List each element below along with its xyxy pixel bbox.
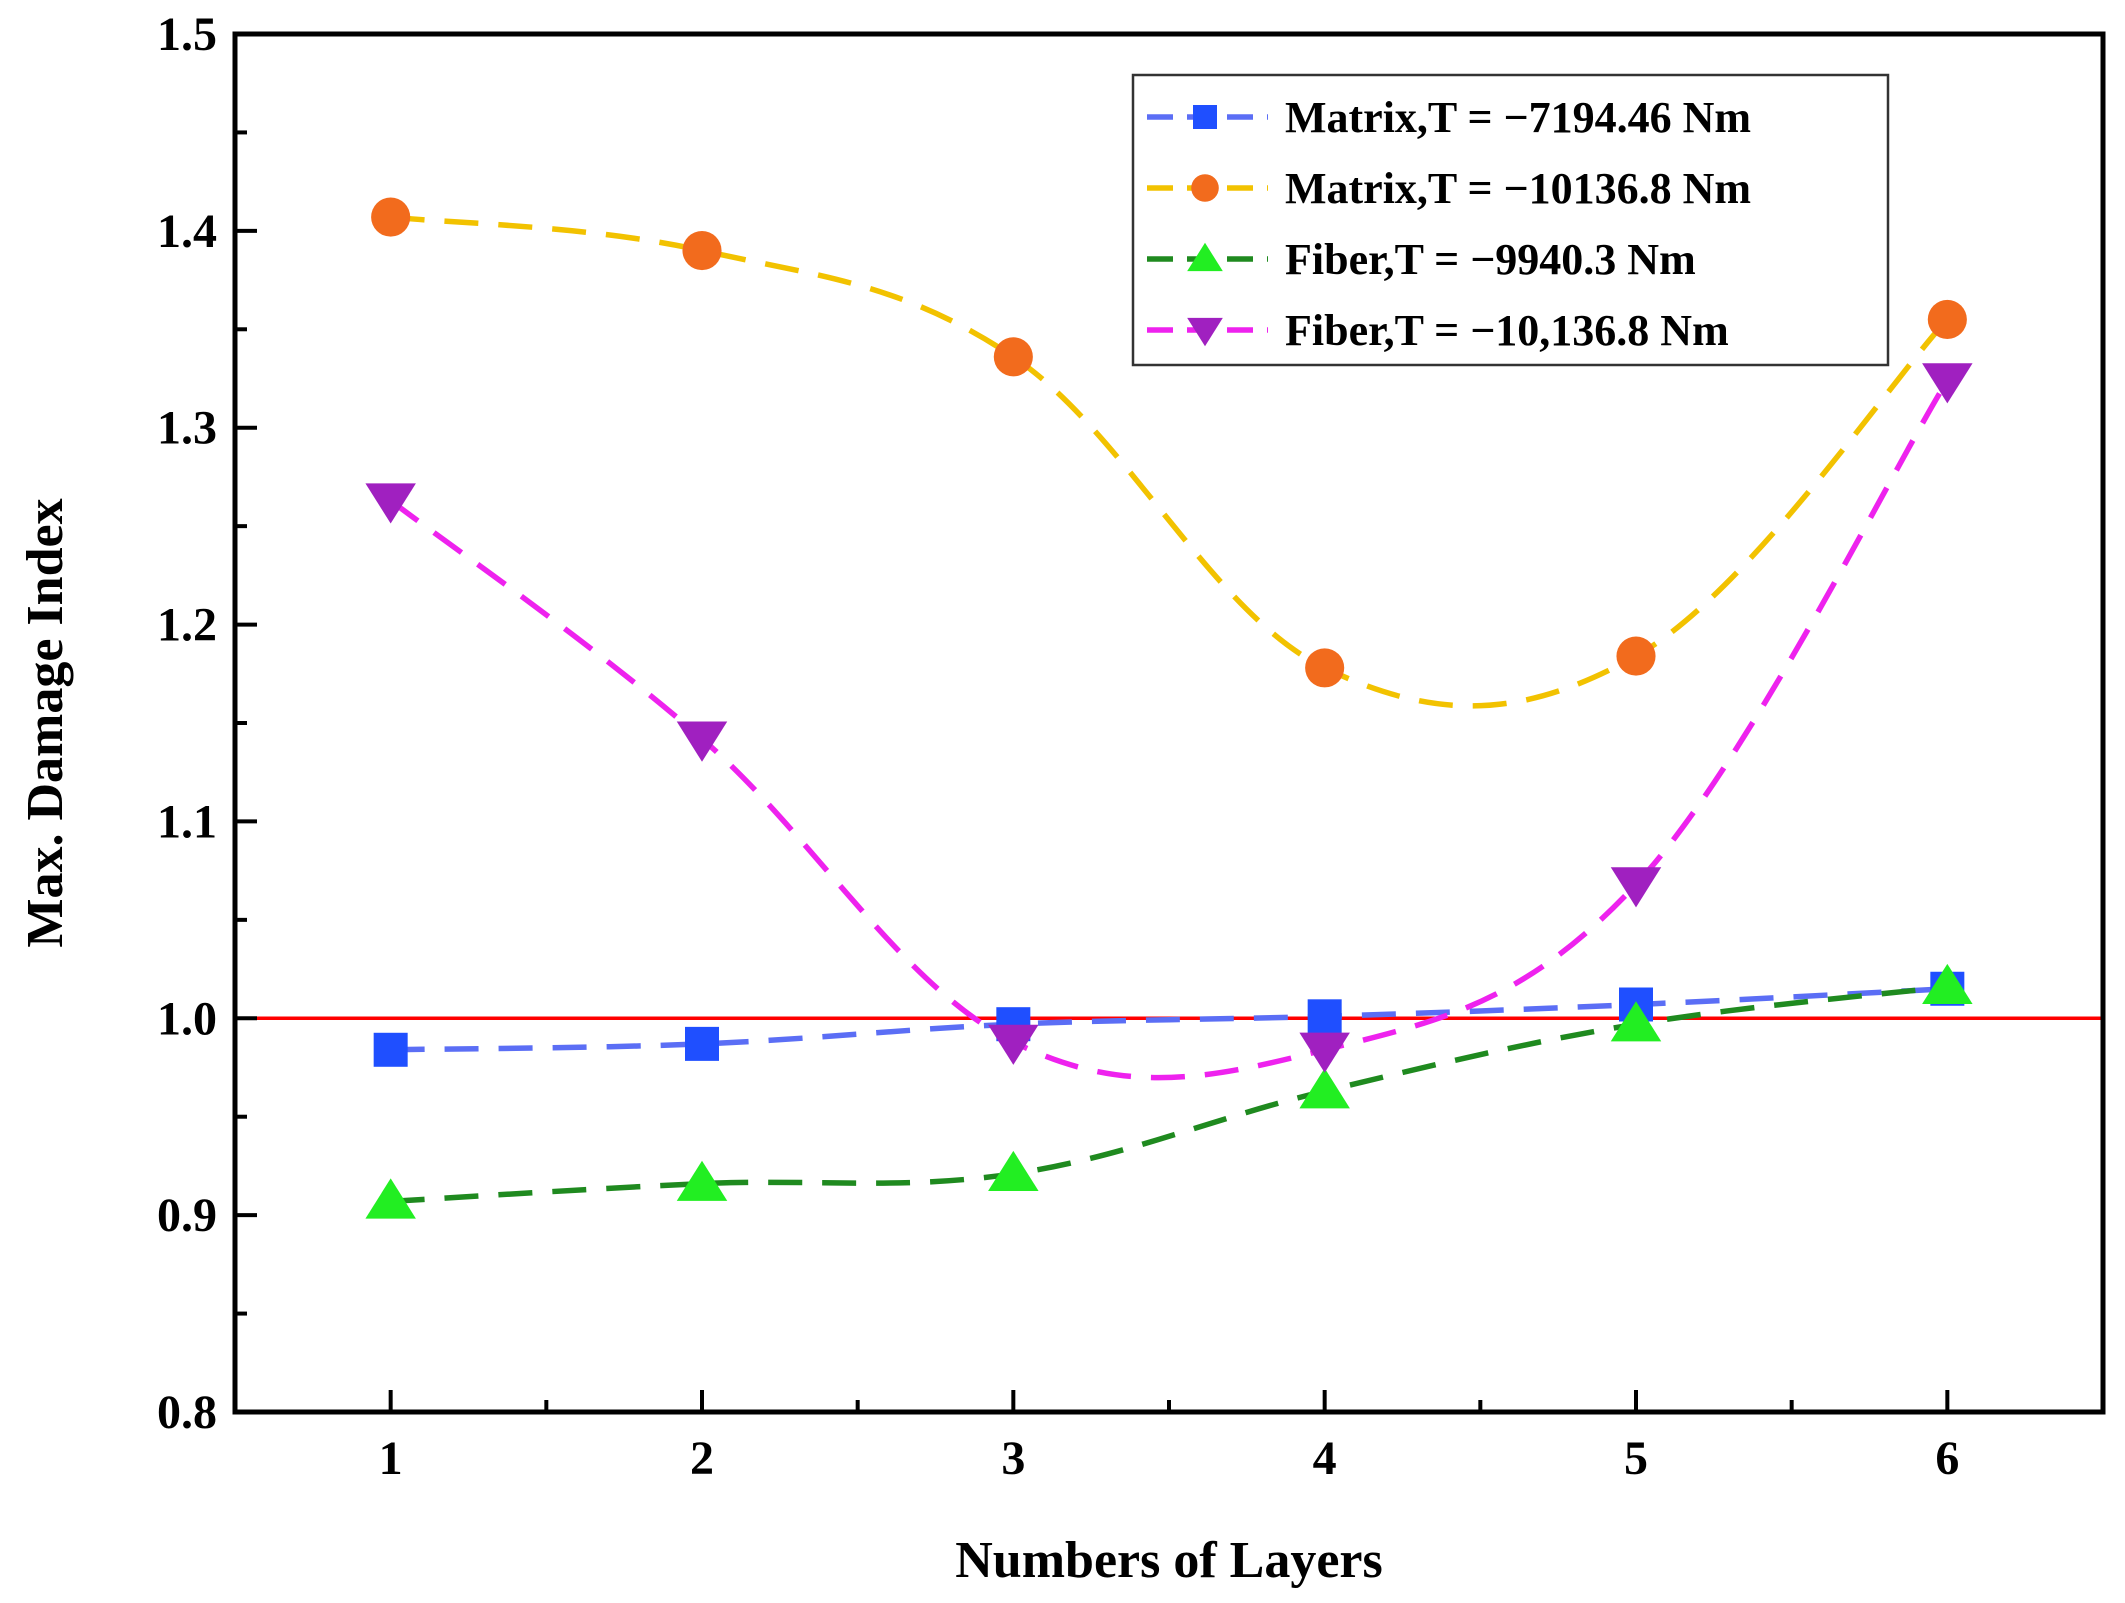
data-point — [1610, 867, 1662, 908]
y-tick-label: 1.1 — [157, 795, 217, 848]
data-point — [1305, 648, 1345, 688]
legend-item: Fiber,T = −9940.3 Nm — [1147, 235, 1696, 284]
series-3 — [365, 963, 1973, 1219]
legend-box — [1131, 73, 1890, 367]
data-point — [676, 721, 728, 762]
y-tick-label: 0.8 — [157, 1386, 217, 1439]
data-point — [1922, 963, 1973, 1005]
data-point — [1922, 363, 1973, 404]
data-point — [1307, 999, 1342, 1034]
data-point — [685, 1026, 719, 1061]
series-2 — [371, 197, 1967, 709]
data-point — [365, 1178, 416, 1219]
data-point — [993, 337, 1033, 377]
x-tick-label: 3 — [1001, 1432, 1025, 1485]
legend-marker — [1187, 242, 1223, 272]
series-line — [390, 984, 1948, 1205]
data-point — [1299, 1068, 1350, 1109]
data-point — [1610, 1001, 1662, 1042]
y-tick-label: 1.4 — [157, 205, 217, 258]
data-point — [373, 1032, 408, 1067]
data-point — [1616, 636, 1656, 676]
data-point — [682, 230, 722, 271]
data-point — [1927, 299, 1967, 339]
legend-item: Fiber,T = −10,136.8 Nm — [1147, 306, 1729, 355]
data-point — [988, 1024, 1039, 1065]
legend-label: Fiber,T = −10,136.8 Nm — [1285, 306, 1729, 355]
legend-marker — [1187, 317, 1223, 347]
legend-marker — [1193, 105, 1217, 129]
legend-label: Fiber,T = −9940.3 Nm — [1285, 235, 1696, 284]
axes-group: 0.8 0.9 1.0 1.1 1.2 1.3 1.4 1.5 1 2 3 4 5 6 — [157, 8, 2105, 1485]
y-tick-label: 1.0 — [157, 992, 217, 1045]
x-axis-title: Numbers of Layers — [955, 1532, 1383, 1589]
data-point — [371, 197, 411, 237]
legend-label: Matrix,T = −7194.46 Nm — [1285, 93, 1751, 142]
legend-marker — [1191, 174, 1219, 202]
legend: Matrix,T = −7194.46 Nm Matrix,T = −10136.… — [1131, 73, 1890, 367]
x-tick-label: 2 — [690, 1432, 714, 1485]
data-point — [365, 483, 416, 524]
x-tick-label: 4 — [1313, 1432, 1337, 1485]
y-axis-title: Max. Damage Index — [17, 498, 74, 947]
y-tick-label: 1.2 — [157, 599, 217, 652]
series-line — [388, 379, 1950, 1081]
series-line — [390, 986, 1948, 1053]
x-tick-label: 5 — [1624, 1432, 1648, 1485]
y-tick-label: 1.5 — [157, 8, 217, 61]
legend-item: Matrix,T = −10136.8 Nm — [1147, 164, 1751, 213]
series-group — [365, 197, 1973, 1219]
y-tick-label: 1.3 — [157, 402, 217, 455]
legend-item: Matrix,T = −7194.46 Nm — [1147, 93, 1751, 142]
x-tick-label: 1 — [379, 1432, 403, 1485]
data-point — [988, 1150, 1039, 1192]
y-tick-label: 0.9 — [157, 1189, 217, 1242]
data-point — [1299, 1032, 1350, 1073]
x-tick-label: 6 — [1935, 1432, 1959, 1485]
data-point — [676, 1160, 728, 1201]
legend-label: Matrix,T = −10136.8 Nm — [1285, 164, 1751, 213]
series-4 — [365, 363, 1973, 1081]
